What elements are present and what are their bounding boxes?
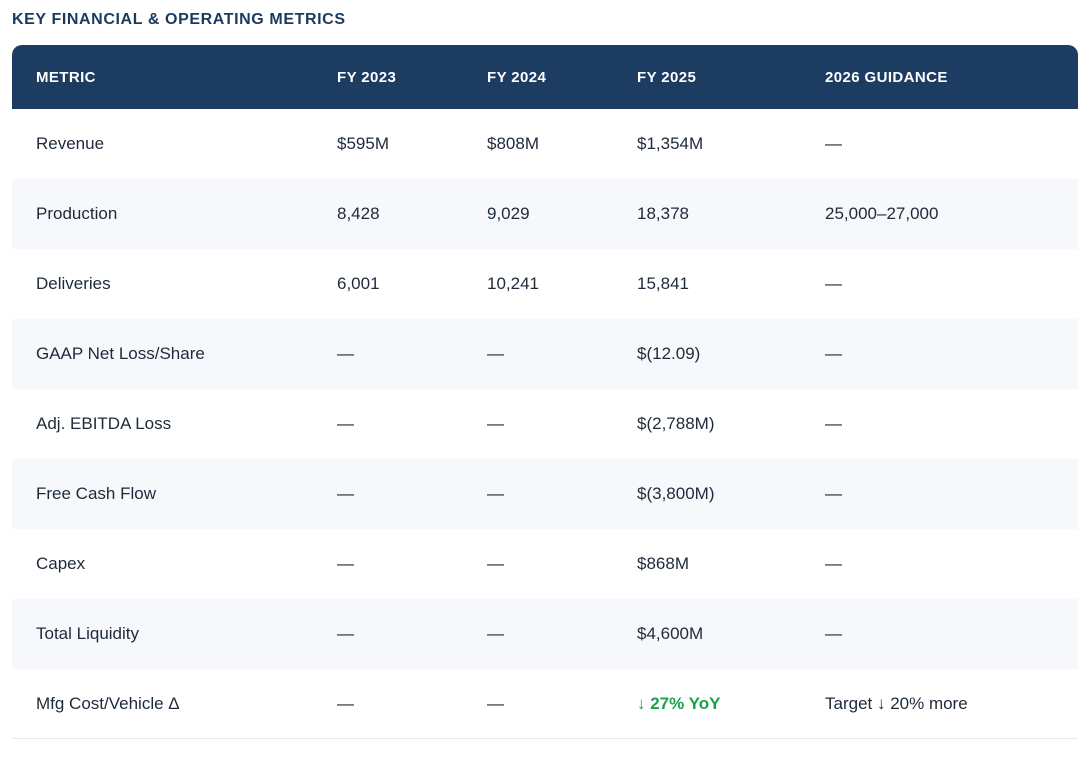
table-header: METRIC FY 2023 FY 2024 FY 2025 2026 GUID… bbox=[12, 45, 1078, 109]
metric-cell: Mfg Cost/Vehicle Δ bbox=[12, 669, 337, 739]
fy2024-cell: — bbox=[487, 414, 504, 433]
fy2023-cell: 8,428 bbox=[337, 179, 487, 249]
page-title: KEY FINANCIAL & OPERATING METRICS bbox=[12, 11, 346, 28]
metric-cell: Deliveries bbox=[36, 274, 111, 293]
metric-cell: Revenue bbox=[36, 134, 105, 153]
table-row: Production 8,428 9,029 18,378 25,000–27,000 bbox=[12, 179, 1078, 249]
column-header-fy2023: FY 2023 bbox=[337, 45, 487, 109]
fy2024-cell: — bbox=[487, 599, 637, 669]
fy2025-cell: ↓ 27% YoY bbox=[637, 669, 825, 739]
fy2024-cell: $808M bbox=[487, 134, 539, 153]
metrics-section: KEY FINANCIAL & OPERATING METRICS METRIC… bbox=[12, 11, 1078, 739]
metric-cell: Production bbox=[12, 179, 337, 249]
table-row: Total Liquidity — — $4,600M — bbox=[12, 599, 1078, 669]
fy2025-cell: 18,378 bbox=[637, 179, 825, 249]
fy2025-cell: $(12.09) bbox=[637, 319, 825, 389]
column-header-fy2024: FY 2024 bbox=[487, 45, 637, 109]
fy2024-cell: — bbox=[487, 669, 637, 739]
fy2025-cell: $(2,788M) bbox=[637, 414, 715, 433]
table-row: Capex — — $868M — bbox=[12, 529, 1078, 599]
guidance-cell: — bbox=[825, 599, 1078, 669]
guidance-cell: — bbox=[825, 414, 842, 433]
fy2025-cell: $1,354M bbox=[637, 134, 704, 153]
metric-cell: Adj. EBITDA Loss bbox=[36, 414, 172, 433]
table-body: Revenue $595M $808M $1,354M — Production 8,428… bbox=[12, 109, 1078, 739]
fy2023-cell: — bbox=[337, 599, 487, 669]
fy2023-cell: — bbox=[337, 459, 487, 529]
fy2023-cell: — bbox=[337, 669, 487, 739]
fy2024-cell: — bbox=[487, 459, 637, 529]
fy2025-cell: 15,841 bbox=[637, 274, 689, 293]
column-header-guidance: 2026 GUIDANCE bbox=[825, 45, 1078, 109]
guidance-cell: Target ↓ 20% more bbox=[825, 669, 1078, 739]
fy2023-cell: — bbox=[337, 414, 354, 433]
fy2024-cell: — bbox=[487, 319, 637, 389]
fy2023-cell: $595M bbox=[337, 134, 389, 153]
table-row: Mfg Cost/Vehicle Δ — — ↓ 27% YoY Target ↓ 20… bbox=[12, 669, 1078, 739]
guidance-cell: — bbox=[825, 274, 842, 293]
fy2023-cell: 6,001 bbox=[337, 274, 380, 293]
guidance-cell: — bbox=[825, 134, 842, 153]
table-row: Revenue $595M $808M $1,354M — bbox=[12, 109, 1078, 179]
fy2023-cell: — bbox=[337, 554, 354, 573]
guidance-cell: 25,000–27,000 bbox=[825, 179, 1078, 249]
table-row: Free Cash Flow — — $(3,800M) — bbox=[12, 459, 1078, 529]
fy2024-cell: 10,241 bbox=[487, 274, 539, 293]
guidance-cell: — bbox=[825, 319, 1078, 389]
table-row: Deliveries 6,001 10,241 15,841 — bbox=[12, 249, 1078, 319]
metrics-table: METRIC FY 2023 FY 2024 FY 2025 2026 GUID… bbox=[12, 45, 1078, 739]
fy2023-cell: — bbox=[337, 319, 487, 389]
column-header-fy2025: FY 2025 bbox=[637, 45, 825, 109]
table-row: Adj. EBITDA Loss — — $(2,788M) — bbox=[12, 389, 1078, 459]
fy2025-cell: $4,600M bbox=[637, 599, 825, 669]
fy2024-cell: 9,029 bbox=[487, 179, 637, 249]
guidance-cell: — bbox=[825, 459, 1078, 529]
metric-cell: GAAP Net Loss/Share bbox=[12, 319, 337, 389]
table-row: GAAP Net Loss/Share — — $(12.09) — bbox=[12, 319, 1078, 389]
fy2025-cell: $(3,800M) bbox=[637, 459, 825, 529]
metric-cell: Free Cash Flow bbox=[12, 459, 337, 529]
guidance-cell: — bbox=[825, 554, 842, 573]
column-header-metric: METRIC bbox=[12, 45, 337, 109]
header-row: METRIC FY 2023 FY 2024 FY 2025 2026 GUID… bbox=[12, 45, 1078, 109]
metric-cell: Total Liquidity bbox=[12, 599, 337, 669]
metric-cell: Capex bbox=[36, 554, 86, 573]
fy2025-cell: $868M bbox=[637, 554, 689, 573]
fy2024-cell: — bbox=[487, 554, 504, 573]
